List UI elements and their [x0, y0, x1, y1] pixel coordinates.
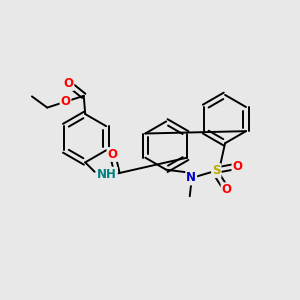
Text: O: O	[222, 183, 232, 196]
Text: O: O	[232, 160, 242, 173]
Text: O: O	[61, 95, 70, 108]
Text: S: S	[212, 164, 220, 177]
Text: O: O	[108, 148, 118, 161]
Text: O: O	[63, 77, 74, 90]
Text: NH: NH	[97, 168, 117, 181]
Text: N: N	[186, 172, 196, 184]
